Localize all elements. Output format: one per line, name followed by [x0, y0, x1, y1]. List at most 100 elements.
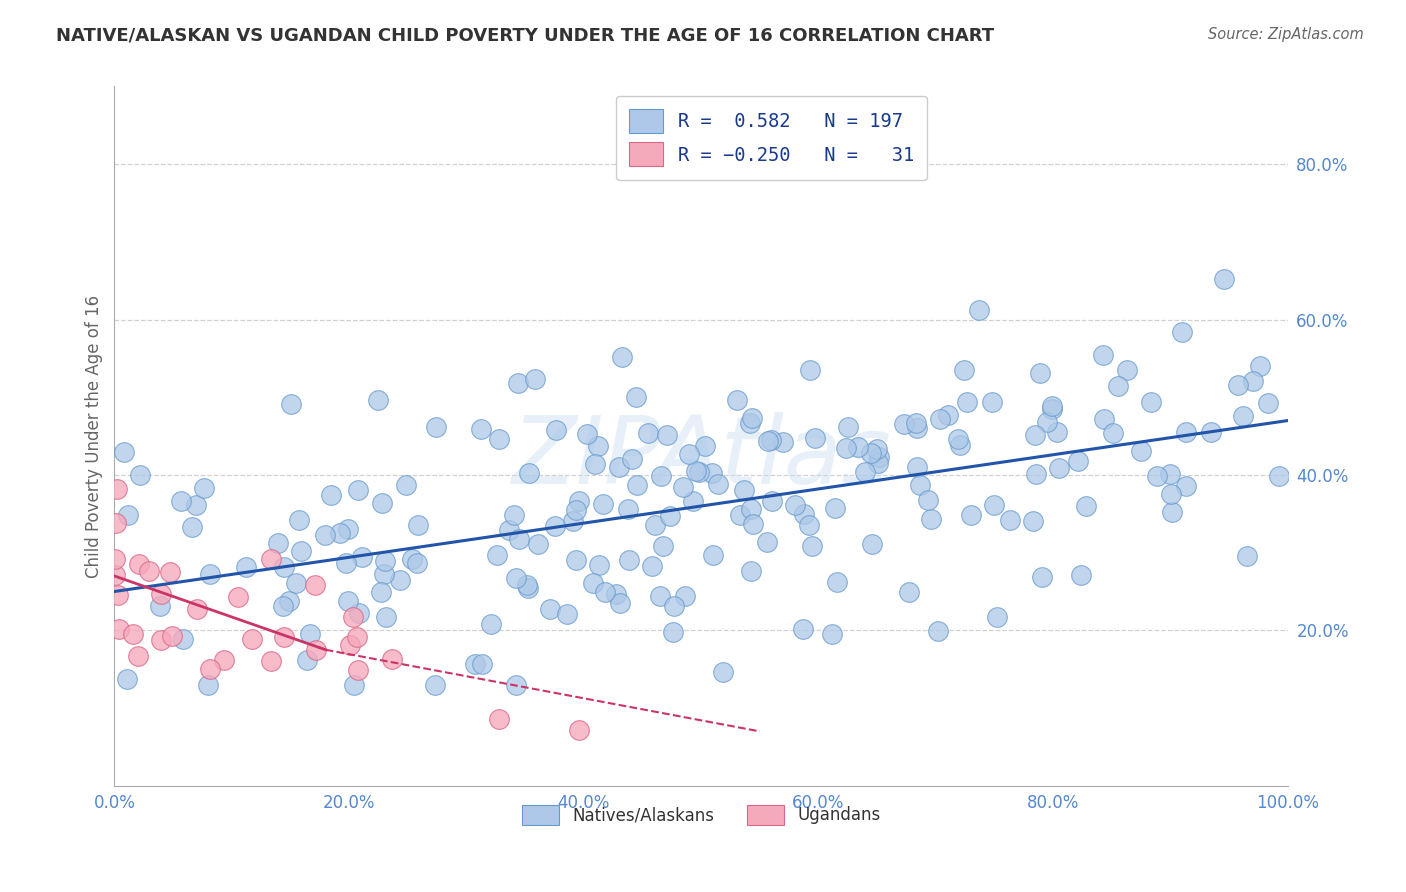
Point — [565, 503, 588, 517]
Point — [792, 622, 814, 636]
Point — [655, 428, 678, 442]
Point — [1092, 348, 1115, 362]
Point — [526, 536, 548, 550]
Point — [406, 518, 429, 533]
Point — [583, 457, 606, 471]
Point — [464, 657, 486, 672]
Point — [319, 488, 342, 502]
Point — [582, 576, 605, 591]
Point — [672, 480, 695, 494]
Point — [605, 587, 627, 601]
Point — [121, 627, 143, 641]
Point — [702, 466, 724, 480]
Point — [866, 457, 889, 471]
Point — [339, 638, 361, 652]
Point — [650, 589, 672, 603]
Point — [761, 494, 783, 508]
Point — [626, 478, 648, 492]
Point — [299, 627, 322, 641]
Point — [865, 442, 887, 457]
Point — [1066, 454, 1088, 468]
Point — [488, 432, 510, 446]
Point — [423, 678, 446, 692]
Point — [149, 587, 172, 601]
Point — [1160, 486, 1182, 500]
Point — [897, 585, 920, 599]
Point — [693, 439, 716, 453]
Point — [609, 596, 631, 610]
Point — [1226, 378, 1249, 392]
Point — [389, 573, 412, 587]
Point — [503, 508, 526, 522]
Point — [138, 564, 160, 578]
Point — [740, 564, 762, 578]
Point — [1025, 467, 1047, 481]
Point — [288, 513, 311, 527]
Point — [1146, 469, 1168, 483]
Point — [374, 554, 396, 568]
Point — [180, 520, 202, 534]
Point — [343, 678, 366, 692]
Point — [593, 584, 616, 599]
Point — [733, 483, 755, 497]
Point — [772, 435, 794, 450]
Point — [1070, 568, 1092, 582]
Point — [725, 393, 748, 408]
Point — [837, 420, 859, 434]
Point — [347, 606, 370, 620]
Point — [652, 539, 675, 553]
Point — [688, 465, 710, 479]
Point — [285, 576, 308, 591]
Point — [685, 464, 707, 478]
Point — [793, 508, 815, 522]
Point — [586, 439, 609, 453]
Point — [159, 566, 181, 580]
Point — [986, 610, 1008, 624]
Point — [624, 390, 647, 404]
Point — [1213, 272, 1236, 286]
Point — [127, 649, 149, 664]
Point — [266, 536, 288, 550]
Point — [335, 556, 357, 570]
Point — [260, 654, 283, 668]
Point — [1022, 514, 1045, 528]
Point — [860, 445, 883, 459]
Point — [1170, 325, 1192, 339]
Point — [128, 558, 150, 572]
Y-axis label: Child Poverty Under the Age of 16: Child Poverty Under the Age of 16 — [86, 294, 103, 578]
Point — [235, 560, 257, 574]
Point — [799, 363, 821, 377]
Point — [505, 571, 527, 585]
Point — [905, 417, 928, 431]
Point — [508, 376, 530, 390]
Point — [949, 438, 972, 452]
Point — [517, 467, 540, 481]
Point — [868, 450, 890, 464]
Point — [846, 440, 869, 454]
Point — [1175, 425, 1198, 439]
Point — [470, 422, 492, 436]
Point — [938, 408, 960, 422]
Point — [346, 630, 368, 644]
Point — [479, 617, 502, 632]
Point — [150, 633, 173, 648]
Point — [395, 478, 418, 492]
Point — [917, 493, 939, 508]
Point — [928, 412, 950, 426]
Point — [1201, 425, 1223, 439]
Point — [568, 723, 591, 738]
Point — [821, 627, 844, 641]
Text: NATIVE/ALASKAN VS UGANDAN CHILD POVERTY UNDER THE AGE OF 16 CORRELATION CHART: NATIVE/ALASKAN VS UGANDAN CHILD POVERTY … — [56, 27, 994, 45]
Point — [959, 508, 981, 522]
Point — [637, 426, 659, 441]
Point — [162, 629, 184, 643]
Point — [1031, 570, 1053, 584]
Point — [1040, 402, 1063, 417]
Point — [271, 599, 294, 613]
Point — [619, 553, 641, 567]
Point — [538, 602, 561, 616]
Point — [401, 552, 423, 566]
Point — [336, 594, 359, 608]
Point — [755, 535, 778, 549]
Point — [1232, 409, 1254, 424]
